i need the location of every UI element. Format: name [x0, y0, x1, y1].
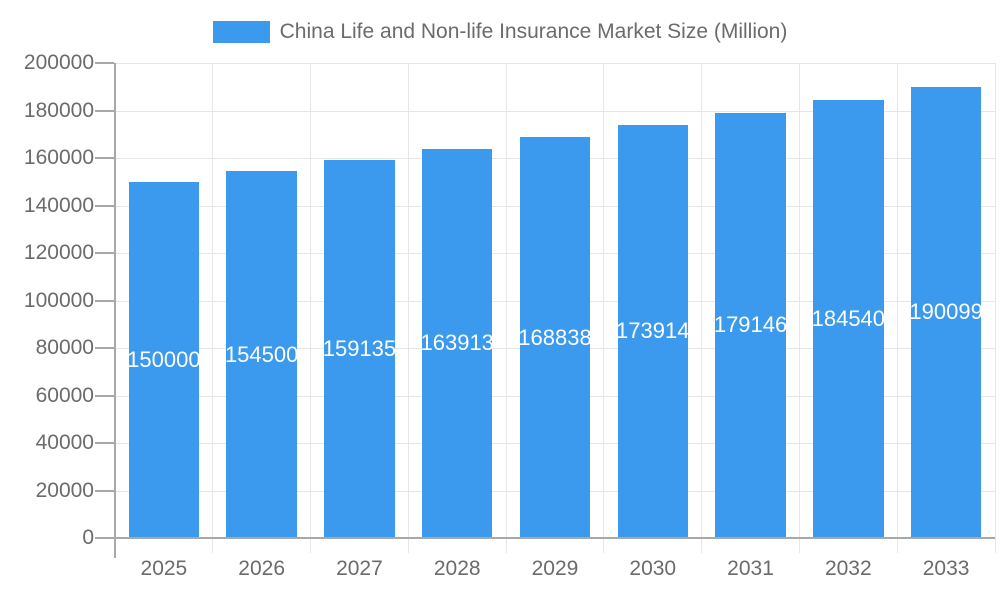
y-axis-tick-label: 40000: [35, 431, 94, 454]
legend[interactable]: China Life and Non-life Insurance Market…: [0, 20, 1000, 44]
x-axis-tick-label: 2026: [238, 557, 285, 580]
x-axis-tick-label: 2025: [140, 557, 188, 580]
x-axis-tick-label: 2028: [433, 557, 481, 580]
x-axis-tick-label: 2032: [824, 557, 872, 580]
y-axis-tick-label: 0: [82, 526, 94, 549]
bar-2031[interactable]: [715, 112, 786, 538]
y-axis-tick: [95, 109, 114, 112]
y-axis-tick: [95, 442, 114, 444]
y-axis-tick-label: 160000: [23, 146, 94, 169]
x-axis-tick-label: 2030: [629, 557, 677, 580]
y-axis-line: [114, 63, 116, 558]
y-axis-tick-label: 200000: [23, 51, 94, 74]
bar-2027[interactable]: [324, 160, 395, 538]
gridline-vertical: [505, 63, 507, 553]
y-axis-tick-label: 60000: [35, 383, 94, 407]
bar-2032[interactable]: [813, 99, 884, 538]
y-axis-tick: [95, 252, 114, 254]
y-axis-tick-label: 140000: [23, 193, 94, 217]
gridline-vertical: [896, 63, 898, 553]
bar-2033[interactable]: [910, 86, 982, 538]
x-axis-tick-label: 2033: [922, 557, 970, 580]
gridline-horizontal: [115, 110, 995, 112]
legend-swatch: [212, 21, 270, 43]
gridline-vertical: [798, 63, 800, 553]
bar-2025[interactable]: [128, 181, 200, 538]
y-axis-tick: [95, 204, 114, 207]
y-axis-tick: [95, 394, 114, 397]
plot-area: 0 20000 40000 60000 80000 100000 120000 140000 1…: [24, 51, 996, 580]
y-axis-tick-label: 20000: [35, 478, 94, 502]
gridline-vertical: [407, 63, 409, 553]
y-axis-tick: [95, 299, 114, 302]
y-axis-tick-label: 100000: [23, 288, 94, 312]
y-axis-tick-label: 120000: [23, 241, 94, 264]
gridline-vertical: [603, 63, 605, 553]
x-axis-tick-label: 2027: [336, 557, 383, 580]
x-axis-line: [95, 537, 995, 539]
gridline-vertical: [310, 63, 312, 553]
y-axis-tick: [95, 537, 114, 539]
legend-label: China Life and Non-life Insurance Market…: [279, 20, 788, 43]
gridline-vertical: [701, 63, 703, 553]
y-axis-tick-label: 180000: [23, 98, 94, 122]
y-axis-tick-label: 80000: [35, 336, 94, 359]
x-axis-tick-label: 2029: [531, 557, 579, 580]
y-axis-tick: [95, 62, 114, 64]
bar-2028[interactable]: [421, 148, 493, 538]
y-axis-tick: [95, 347, 114, 349]
gridline-vertical: [994, 63, 996, 553]
bar-2030[interactable]: [617, 124, 689, 538]
gridline-horizontal: [115, 63, 995, 64]
gridline-vertical: [212, 63, 214, 553]
y-axis-tick: [95, 157, 114, 159]
x-axis-tick-label: 2031: [727, 557, 774, 580]
y-axis-tick: [95, 489, 114, 492]
bar-2026[interactable]: [226, 171, 297, 538]
bar-2029[interactable]: [519, 137, 591, 538]
